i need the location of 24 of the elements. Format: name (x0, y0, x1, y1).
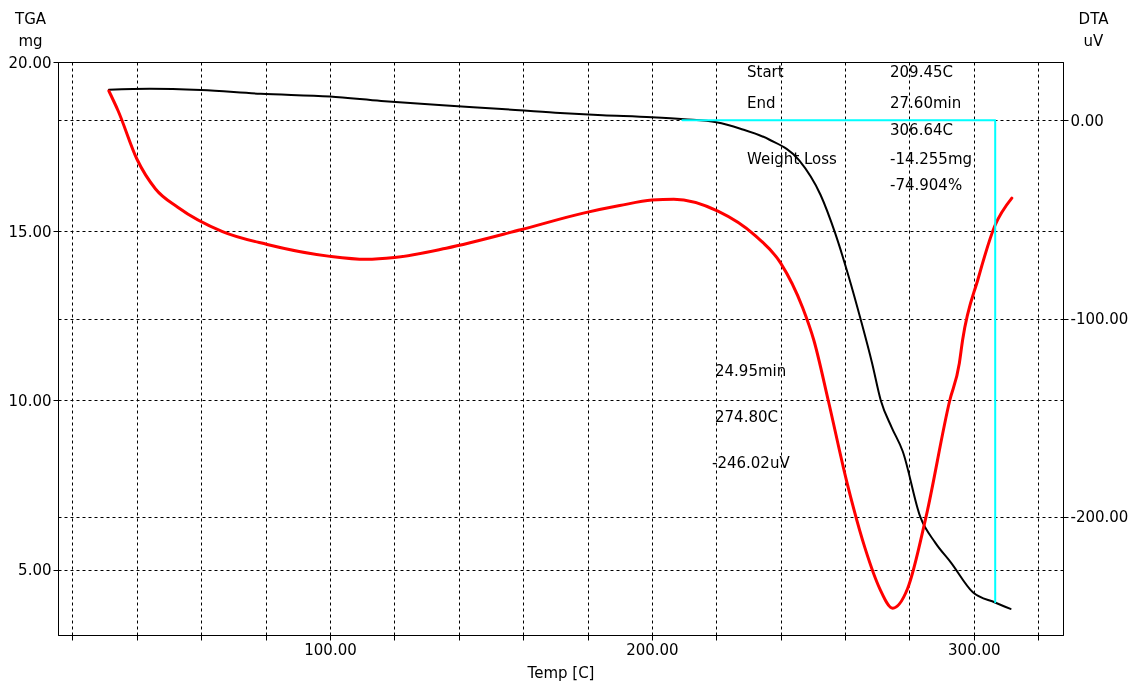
annotation: 274.80C (715, 408, 778, 426)
annotation: 209.45C (890, 63, 953, 81)
annotation: Start (747, 63, 784, 81)
annotation: Weight Loss (747, 150, 838, 168)
y2-tick-label: -100.00 (1070, 310, 1129, 329)
y2-tick-label: 0.00 (1070, 111, 1104, 130)
y2-tick-label: -200.00 (1070, 508, 1129, 527)
x-axis-title: Temp [C] (526, 663, 595, 682)
x-tick-label: 100.00 (304, 640, 357, 659)
annotation: -14.255mg (890, 150, 973, 168)
x-tick-label: 300.00 (948, 640, 1001, 659)
annotation: 24.95min (715, 362, 787, 380)
annotation: 27.60min (890, 94, 962, 112)
y-axis-title: TGA mg (13, 9, 47, 50)
y-tick-label: 20.00 (8, 53, 52, 72)
y-tick-label: 10.00 (8, 391, 52, 410)
x-tick-label: 200.00 (626, 640, 679, 659)
annotation: -246.02uV (712, 454, 791, 472)
annotation: 306.64C (890, 121, 953, 139)
y-tick-label: 15.00 (8, 222, 52, 241)
annotation: -74.904% (890, 176, 963, 194)
y-tick-label: 5.00 (18, 561, 52, 580)
annotation: End (747, 94, 776, 112)
y2-axis-title: DTA uV (1078, 9, 1110, 50)
